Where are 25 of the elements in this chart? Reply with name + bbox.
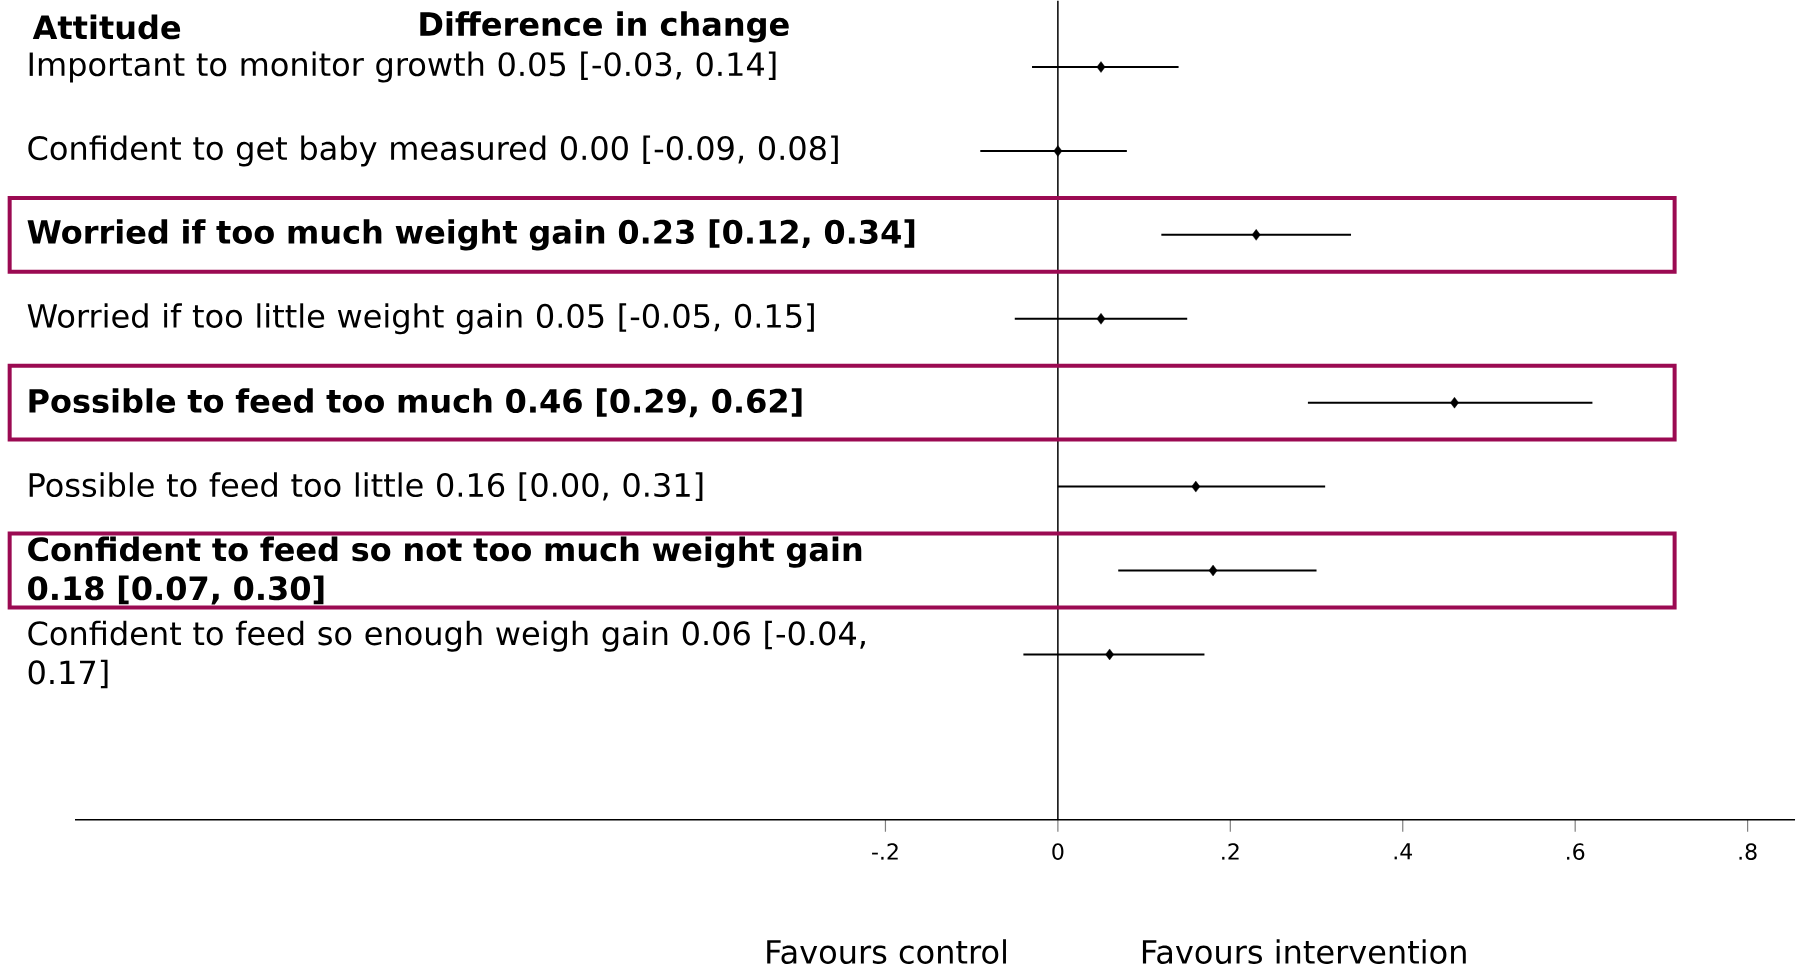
point	[1251, 229, 1261, 241]
y-tick-label: Worried if too little weight gain 0.05 [-0.05, 0.15]	[27, 303, 814, 335]
y-tick-label: Possible to feed too much 0.46 [0.29, 0.62]	[29, 388, 802, 417]
x-tick-label: .2	[1222, 843, 1239, 860]
point	[1191, 480, 1201, 493]
point	[1208, 564, 1218, 577]
x-tick-label: .8	[1739, 843, 1757, 860]
y-axis-title: Attitude	[32, 14, 181, 40]
x-tick-label: -.2	[872, 843, 898, 860]
point	[1096, 312, 1106, 325]
y-tick-label: Confident to get baby measured 0.00 [-0.09, 0.08]	[28, 135, 838, 167]
y-tick-label: Worried if too much weight gain 0.23 [0.12, 0.34]	[27, 219, 915, 251]
y-tick-label: Confident to feed so not too much weight gain 0.18 [0.07, 0.30]	[28, 536, 862, 605]
annotation: Difference in change	[420, 11, 789, 43]
y-tick-label: Confident to feed so enough weigh gain 0.06 [-0.04, 0.17]	[28, 620, 865, 689]
y-tick-label: Possible to feed too little 0.16 [0.00, 0.31]	[29, 472, 703, 501]
x-tick-label: .4	[1394, 843, 1413, 860]
y-tick-label: Important to monitor growth 0.05 [-0.03, 0.14]	[29, 51, 776, 83]
text: Favours intervention	[1142, 939, 1466, 964]
x-tick-label: .6	[1567, 843, 1585, 860]
text: Favours control	[767, 939, 1006, 964]
point	[1105, 648, 1114, 660]
point	[1096, 61, 1106, 73]
x-tick-label: 0	[1052, 843, 1064, 860]
point	[1053, 145, 1063, 157]
